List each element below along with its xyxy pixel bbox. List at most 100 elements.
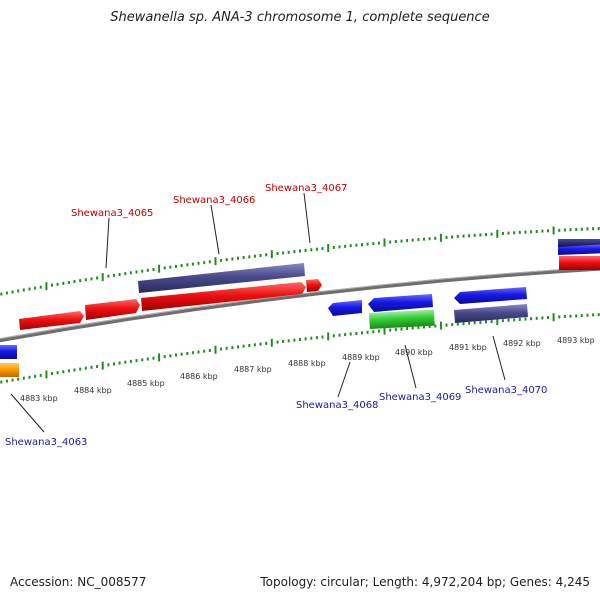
label-leader-lines (10, 192, 506, 433)
upper-tick-mark (113, 273, 115, 277)
gene-arrow-blue-4068[interactable] (328, 300, 362, 316)
lower-tick-mark (62, 370, 65, 374)
gene-label-4069[interactable]: Shewana3_4069 (379, 392, 461, 403)
upper-tick-mark (39, 285, 42, 289)
gene-red-right[interactable] (559, 256, 600, 270)
lower-tick-mark (468, 321, 471, 325)
lower-tick-mark (135, 359, 138, 363)
upper-tick-mark (513, 231, 516, 235)
gene-navy-right[interactable] (558, 239, 600, 247)
topology-summary: Topology: circular; Length: 4,972,204 bp… (260, 575, 590, 589)
lower-tick-mark (299, 338, 301, 341)
upper-tick-mark (73, 280, 76, 283)
lower-tick-mark (423, 325, 425, 329)
upper-tick-mark (541, 229, 544, 233)
lower-tick-mark (439, 321, 442, 330)
lower-tick-mark (220, 347, 223, 351)
lower-tick-mark (175, 353, 177, 357)
upper-tick-mark (45, 282, 48, 291)
upper-tick-mark (299, 249, 301, 253)
upper-tick-mark (11, 290, 14, 294)
lower-tick-mark (434, 324, 437, 328)
gene-arrow-blue-right[interactable] (558, 244, 600, 255)
lower-tick-mark (180, 352, 183, 356)
gene-arrow-red-4066[interactable] (141, 282, 306, 311)
upper-tick-mark (158, 264, 161, 273)
lower-tick-mark (518, 318, 521, 321)
upper-tick-mark (124, 272, 127, 276)
lower-tick-mark (39, 373, 42, 377)
gene-orange-left[interactable] (0, 363, 19, 377)
lower-tick-mark (541, 316, 544, 320)
gene-label-4063[interactable]: Shewana3_4063 (5, 437, 87, 448)
gene-arrow-red[interactable] (19, 311, 84, 330)
forward-strand-genes (19, 239, 600, 330)
gene-arrow-purple-4066[interactable] (138, 263, 305, 293)
upper-tick-mark (270, 250, 273, 259)
lower-tick-mark (101, 361, 104, 370)
accession-text: Accession: NC_008577 (10, 575, 147, 589)
lower-tick-mark (310, 336, 313, 340)
tick-label-4883: 4883 kbp (20, 394, 58, 403)
lower-tick-mark (73, 368, 76, 372)
gene-label-4065[interactable]: Shewana3_4065 (71, 208, 153, 219)
tick-label-4887: 4887 kbp (234, 365, 272, 374)
upper-tick-mark (524, 230, 527, 234)
upper-tick-mark (265, 253, 268, 257)
upper-tick-mark (0, 292, 3, 296)
lower-tick-mark (563, 315, 566, 318)
lower-tick-mark (107, 363, 110, 367)
upper-tick-mark (563, 228, 566, 232)
gene-blue-left[interactable] (0, 345, 17, 359)
gene-label-4067[interactable]: Shewana3_4067 (265, 183, 347, 194)
upper-tick-mark (186, 263, 189, 267)
gene-label-4066[interactable]: Shewana3_4066 (173, 195, 255, 206)
lower-tick-mark (203, 349, 206, 353)
lower-tick-mark (394, 328, 397, 332)
upper-tick-mark (321, 247, 324, 251)
lower-tick-mark (276, 340, 279, 344)
upper-tick-mark (389, 240, 392, 244)
gene-arrow-purple-4070[interactable] (454, 304, 528, 323)
lower-tick-mark (146, 357, 149, 361)
lower-tick-mark (473, 321, 476, 325)
upper-tick-mark (203, 261, 206, 265)
upper-tick-mark (530, 230, 533, 234)
lower-tick-mark (575, 314, 578, 318)
upper-tick-mark (586, 227, 589, 231)
upper-tick-mark (344, 244, 347, 248)
lower-tick-mark (327, 332, 330, 341)
lower-tick-mark (411, 326, 414, 330)
gene-green-4069[interactable] (369, 309, 435, 329)
upper-tick-mark (372, 242, 375, 246)
gene-arrow-red[interactable] (85, 299, 140, 320)
upper-tick-mark (485, 233, 487, 237)
lower-tick-mark (152, 356, 155, 360)
lower-tick-mark (597, 313, 600, 317)
lower-tick-mark (451, 323, 454, 327)
upper-tick-mark (79, 279, 82, 283)
upper-tick-mark (310, 248, 313, 252)
upper-tick-mark (180, 264, 183, 268)
gene-label-4070[interactable]: Shewana3_4070 (465, 385, 547, 396)
upper-tick-mark (411, 238, 414, 242)
upper-tick-mark (282, 251, 285, 255)
upper-tick-mark (67, 281, 70, 284)
gene-arrow-blue-4069[interactable] (368, 294, 433, 312)
gene-arrow-blue-4070[interactable] (454, 287, 527, 304)
lower-tick-mark (355, 332, 358, 335)
upper-tick-mark (96, 276, 99, 280)
upper-tick-mark (327, 244, 330, 252)
upper-tick-mark (315, 247, 318, 251)
map-title: Shewanella sp. ANA-3 chromosome 1, compl… (110, 10, 490, 25)
upper-tick-mark (338, 245, 341, 249)
lower-tick-mark (586, 313, 589, 317)
upper-tick-mark (253, 254, 256, 258)
upper-tick-mark (5, 291, 8, 295)
lower-tick-mark (17, 377, 20, 381)
gene-arrow-red-4067[interactable] (306, 279, 322, 292)
lower-tick-mark (377, 329, 380, 333)
gene-label-4068[interactable]: Shewana3_4068 (296, 400, 378, 411)
tick-label-4890: 4890 kbp (395, 348, 433, 357)
